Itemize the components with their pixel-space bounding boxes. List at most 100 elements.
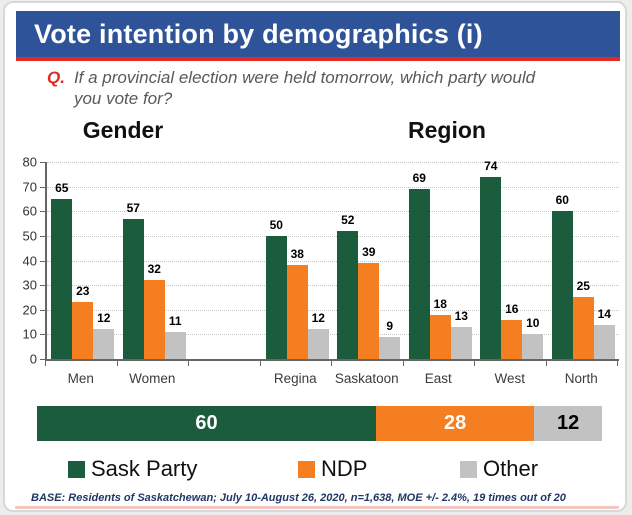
y-axis-tick-label: 40	[22, 253, 37, 268]
y-axis-tick-label: 20	[22, 302, 37, 318]
bar-sask-party	[265, 235, 287, 359]
bar-group-north: 60 25 14	[548, 162, 620, 359]
gridline	[47, 334, 619, 336]
bar-ndp	[501, 319, 523, 359]
legend-item-sask-party: Sask Party	[68, 456, 197, 482]
bar-value-label: 9	[386, 318, 394, 333]
y-axis-tick	[40, 285, 45, 287]
y-axis-tick-label: 0	[29, 351, 37, 367]
bar-value-label: 65	[55, 180, 69, 195]
y-axis-tick-label: 70	[22, 179, 37, 195]
question-block: Q. If a provincial election were held to…	[47, 67, 567, 109]
bar-group-west: 74 16 10	[476, 158, 548, 359]
gridline	[47, 186, 619, 188]
x-axis-label-east: East	[424, 371, 452, 386]
bar-chart-plot: 65 23 12 57 32 11 50 38 12 52 39 9 69 18 13 74 16 10 60 25 1…	[45, 158, 620, 361]
x-axis-tick	[545, 361, 547, 366]
bar-sask-party	[480, 176, 502, 359]
bar-value-label: 25	[576, 279, 590, 294]
gridline	[47, 285, 619, 287]
x-axis-tick	[259, 361, 261, 366]
y-axis-tick-label: 30	[22, 277, 37, 293]
bar-ndp	[143, 280, 165, 359]
x-axis-label-north: North	[564, 371, 598, 386]
bar-ndp	[572, 297, 594, 359]
summary-value: 12	[556, 412, 580, 434]
y-axis-tick	[40, 211, 45, 213]
bar-sask-party	[122, 218, 144, 359]
bar-ndp	[72, 302, 94, 359]
y-axis-tick	[40, 359, 45, 360]
bar-value-label: 12	[311, 311, 325, 326]
legend-label: Sask Party	[91, 456, 198, 481]
bar-value-label: 57	[126, 200, 140, 215]
y-axis-tick	[40, 235, 45, 237]
question-text: If a provincial election were held tomor…	[73, 68, 536, 108]
bar-value-label: 12	[97, 311, 111, 326]
bar-value-label: 74	[484, 158, 498, 173]
summary-stacked-bar: 60 28 12	[37, 406, 602, 441]
y-axis-tick	[40, 309, 45, 311]
bar-other	[379, 336, 401, 359]
bar-ndp	[429, 314, 451, 359]
page-title: Vote intention by demographics (i)	[34, 18, 483, 49]
x-axis-label-regina: Regina	[273, 371, 317, 386]
x-axis-label-west: West	[494, 371, 526, 386]
bar-value-label: 18	[433, 296, 447, 311]
summary-value: 60	[195, 412, 218, 434]
base-note: BASE: Residents of Saskatchewan; July 10…	[31, 492, 566, 504]
summary-segment-sask-party: 60	[37, 406, 376, 441]
title-bar: Vote intention by demographics (i)	[16, 11, 620, 61]
summary-value: 28	[443, 412, 467, 434]
y-axis-tick-label: 60	[22, 203, 37, 219]
gridline	[47, 235, 619, 237]
bar-sask-party	[51, 198, 73, 359]
bar-other	[93, 329, 115, 359]
bar-value-label: 11	[168, 313, 182, 328]
question-prefix: Q.	[47, 68, 65, 87]
legend-label: NDP	[321, 456, 368, 481]
bar-group-saskatoon: 52 39 9	[333, 162, 405, 359]
bar-value-label: 23	[76, 284, 90, 299]
bar-group-women: 57 32 11	[119, 162, 191, 359]
legend-item-ndp: NDP	[298, 456, 367, 482]
bar-value-label: 52	[341, 212, 355, 227]
y-axis-tick-label: 10	[22, 326, 37, 342]
x-axis-tick	[116, 361, 118, 366]
y-axis-tick	[40, 162, 45, 163]
section-title-gender: Gender	[82, 117, 164, 143]
x-axis-tick	[45, 361, 46, 366]
bar-value-label: 16	[505, 301, 519, 316]
x-axis-tick	[188, 361, 189, 366]
x-axis-label-women: Women	[129, 371, 176, 386]
bar-other	[522, 334, 544, 359]
bar-group-men: 65 23 12	[47, 162, 119, 359]
y-axis-tick-label: 50	[22, 228, 37, 244]
bar-value-label: 14	[597, 306, 611, 321]
bar-value-label: 39	[362, 244, 376, 259]
bar-value-label: 50	[269, 217, 283, 232]
gridline	[47, 260, 619, 262]
legend-item-other: Other	[460, 456, 538, 482]
bar-other	[593, 324, 615, 359]
bar-value-label: 38	[290, 247, 304, 262]
x-axis-tick	[474, 361, 475, 366]
gridline	[47, 309, 619, 311]
y-axis-tick-label: 80	[22, 154, 37, 170]
x-axis-tick	[331, 361, 332, 366]
x-axis-tick	[402, 361, 404, 366]
y-axis-tick	[40, 334, 45, 336]
bar-other	[164, 331, 186, 359]
bar-value-label: 13	[454, 309, 468, 323]
bar-sask-party	[408, 189, 430, 359]
bar-value-label: 60	[555, 193, 569, 208]
bar-sask-party	[551, 211, 573, 359]
x-axis-label-saskatoon: Saskatoon	[334, 371, 399, 386]
y-axis-tick	[40, 186, 45, 188]
bar-group-east: 69 18 13	[405, 162, 477, 359]
x-axis-tick	[617, 361, 618, 366]
bar-other	[450, 327, 472, 359]
bar-value-label: 32	[147, 262, 161, 277]
summary-segment-other: 12	[534, 406, 602, 441]
y-axis-tick	[40, 260, 45, 262]
